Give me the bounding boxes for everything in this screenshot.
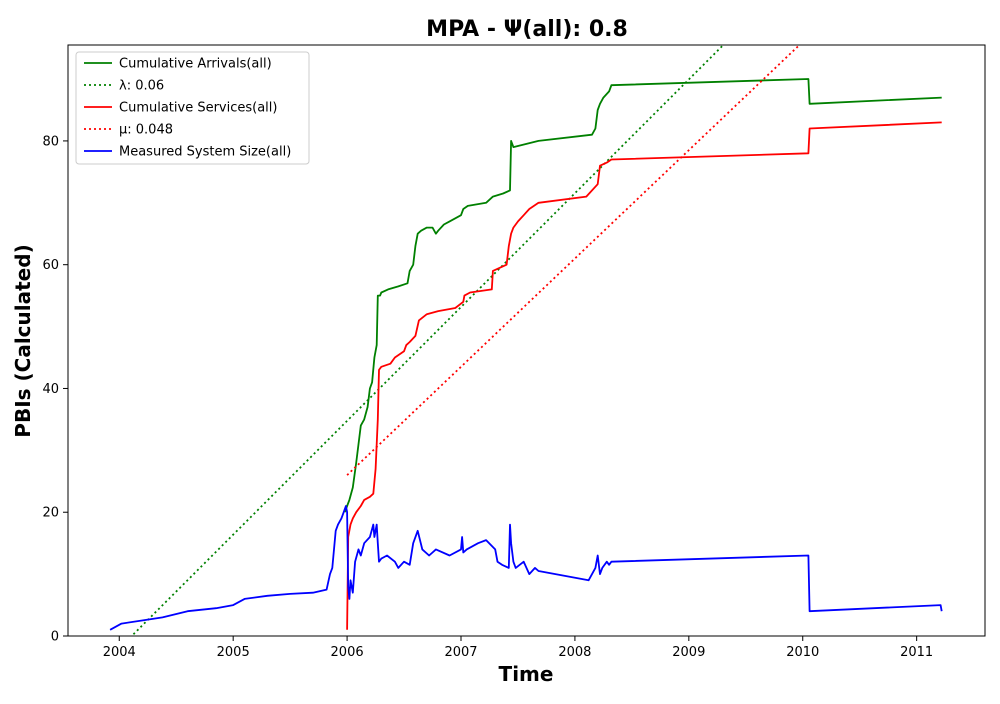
chart-title: MPA - Ψ(all): 0.8 [426,17,628,42]
y-axis: 0 20 40 60 80 [42,134,68,645]
legend-label-cumulative-arrivals-all: Cumulative Arrivals(all) [119,57,272,72]
legend-label-0-06: λ: 0.06 [119,79,164,94]
legend-label-0-048: μ: 0.048 [119,123,173,138]
legend-label-measured-system-size-all: Measured System Size(all) [119,145,291,160]
x-tick-label: 2011 [900,645,933,660]
series-line-measured-system-size-all [109,505,943,631]
x-axis: 2004 2005 2006 2007 2008 2009 2010 2011 [103,636,933,660]
y-tick-label: 0 [51,630,59,645]
x-tick-label: 2010 [786,645,819,660]
series-line-0-06 [130,45,725,636]
x-tick-label: 2006 [331,645,364,660]
x-axis-label: Time [499,662,554,686]
x-tick-label: 2005 [217,645,250,660]
series-line-cumulative-arrivals-all [343,78,942,513]
x-tick-label: 2009 [672,645,705,660]
plot-frame [67,44,986,637]
y-tick-label: 20 [42,506,59,521]
x-tick-label: 2008 [558,645,591,660]
legend: Cumulative Arrivals(all) λ: 0.06 Cumulativ… [75,51,310,165]
y-axis-label: PBIs (Calculated) [11,244,35,437]
plot-area [67,44,986,637]
x-tick-label: 2004 [103,645,136,660]
y-tick-label: 40 [42,382,59,397]
y-tick-label: 60 [42,258,59,273]
legend-label-cumulative-services-all: Cumulative Services(all) [119,101,277,116]
x-tick-label: 2007 [444,645,477,660]
legend-box [75,51,310,165]
y-tick-label: 80 [42,134,59,149]
series-line-cumulative-services-all [346,121,942,630]
series-layer [109,45,943,636]
